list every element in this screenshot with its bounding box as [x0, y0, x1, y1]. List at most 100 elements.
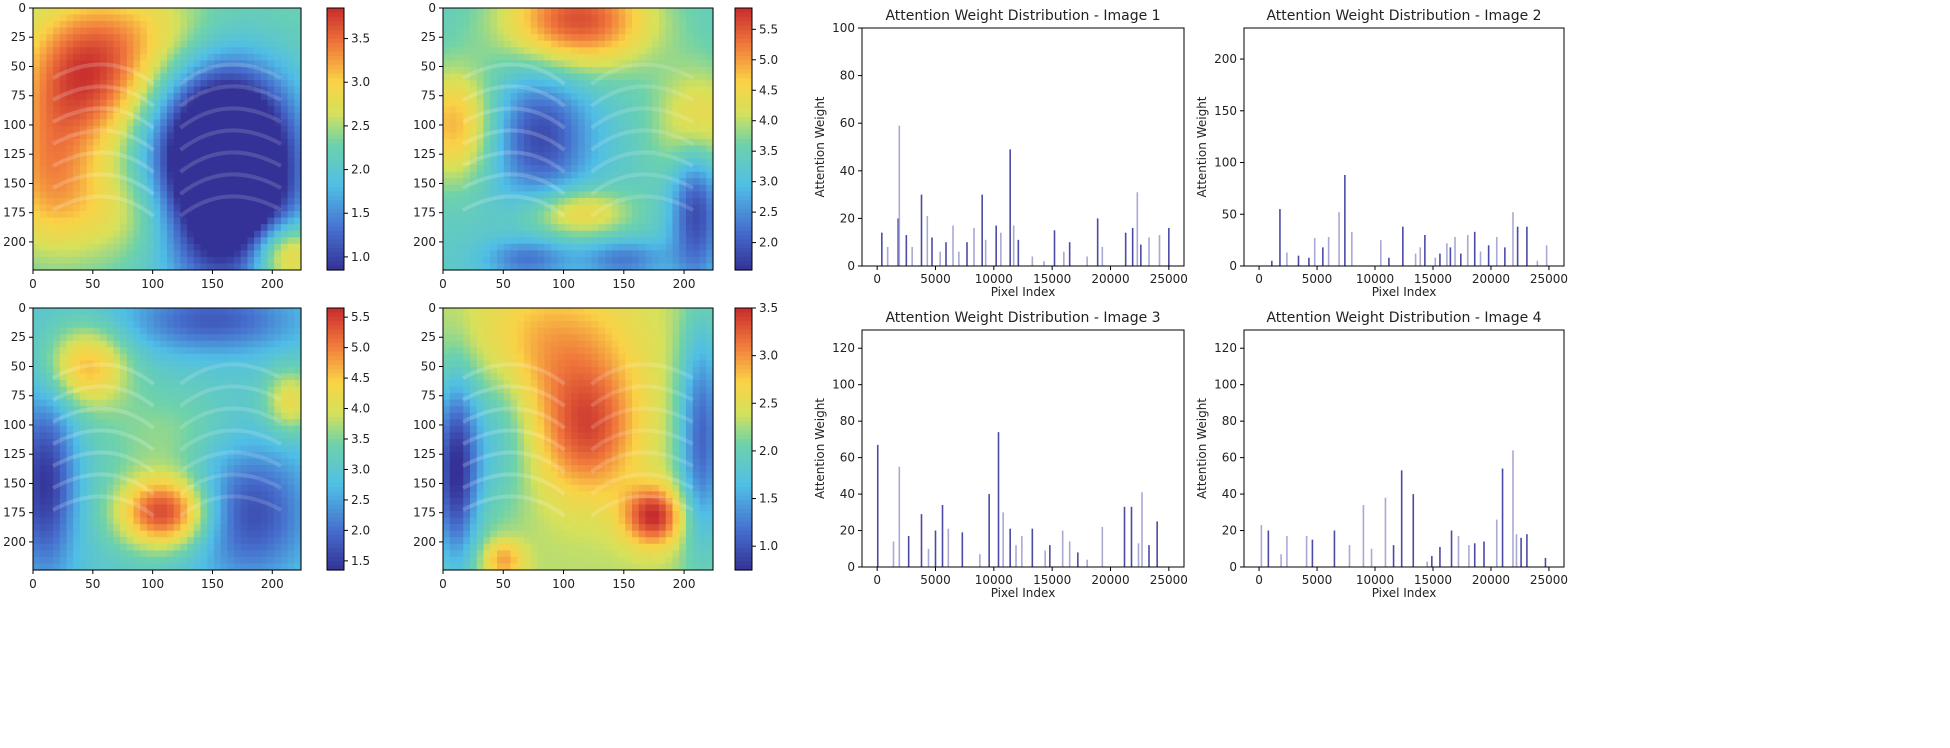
- heatmap-cell: [100, 178, 108, 186]
- heatmap-cell: [659, 237, 667, 245]
- heatmap-cell: [227, 386, 235, 394]
- heatmap-cell: [120, 125, 128, 134]
- heatmap-cell: [274, 27, 282, 35]
- heatmap-cell: [73, 465, 81, 473]
- heatmap-cell: [66, 471, 74, 479]
- heatmap-cell: [66, 34, 74, 42]
- heatmap-cell: [86, 263, 94, 271]
- heatmap-cell: [213, 21, 222, 29]
- heatmap-cell: [120, 106, 128, 114]
- heatmap-cell: [449, 80, 458, 88]
- heatmap-cell: [66, 211, 74, 219]
- heatmap-cell: [234, 366, 242, 375]
- heatmap-cell: [53, 119, 61, 127]
- heatmap-cell: [59, 393, 68, 401]
- heatmap-cell: [692, 34, 701, 42]
- heatmap-cell: [267, 158, 275, 166]
- heatmap-cell: [167, 399, 175, 407]
- heatmap-cell: [140, 80, 148, 88]
- heatmap-cell: [227, 230, 235, 238]
- heatmap-cell: [100, 478, 108, 486]
- heatmap-cell: [100, 432, 108, 440]
- heatmap-cell: [625, 224, 633, 232]
- heatmap-cell: [126, 139, 135, 147]
- heatmap-cell: [679, 125, 687, 134]
- heatmap-cell: [625, 34, 633, 42]
- heatmap-cell: [510, 184, 518, 192]
- heatmap-cell: [66, 145, 74, 153]
- heatmap-cell: [93, 8, 101, 16]
- heatmap-cell: [140, 347, 148, 355]
- heatmap-cell: [180, 399, 188, 407]
- heatmap-cell: [470, 204, 478, 212]
- heatmap-cell: [180, 497, 188, 506]
- heatmap-cell: [213, 171, 222, 179]
- heatmap-cell: [39, 86, 47, 94]
- heatmap-cell: [187, 321, 195, 329]
- heatmap-cell: [187, 399, 195, 407]
- heatmap-cell: [133, 47, 141, 55]
- heatmap-cell: [113, 537, 121, 545]
- colorbar-segment: [735, 252, 752, 258]
- heatmap-cell: [146, 452, 155, 460]
- heatmap-cell: [86, 321, 94, 329]
- heatmap-cell: [227, 132, 235, 140]
- heatmap-cell: [146, 119, 155, 127]
- heatmap-cell: [551, 139, 559, 147]
- heatmap-cell: [106, 366, 114, 375]
- heatmap-cell: [483, 8, 491, 16]
- heatmap-cell: [274, 263, 282, 271]
- heatmap-cell: [133, 80, 141, 88]
- heatmap-cell: [632, 99, 640, 107]
- heatmap-cell: [665, 211, 674, 219]
- heatmap-cell: [140, 380, 148, 388]
- heatmap-cell: [207, 243, 215, 251]
- heatmap-cell: [120, 452, 128, 460]
- heatmap-cell: [79, 452, 88, 460]
- heatmap-cell: [113, 93, 121, 101]
- heatmap-cell: [692, 165, 701, 173]
- heatmap-cell: [280, 132, 289, 140]
- heatmap-cell: [79, 8, 88, 16]
- heatmap-cell: [638, 27, 647, 35]
- heatmap-cell: [46, 550, 54, 558]
- heatmap-cell: [86, 237, 94, 245]
- heatmap-cell: [86, 99, 94, 107]
- heatmap-cell: [490, 256, 498, 265]
- heatmap-cell: [180, 80, 188, 88]
- heatmap-cell: [227, 491, 235, 499]
- heatmap-cell: [140, 93, 148, 101]
- heatmap-cell: [106, 321, 114, 329]
- heatmap-cell: [53, 80, 61, 88]
- heatmap-cell: [605, 191, 613, 199]
- heatmap-cell: [66, 204, 74, 212]
- heatmap-cell: [93, 458, 101, 466]
- heatmap-cell: [618, 14, 626, 22]
- heatmap-cell: [193, 308, 202, 316]
- heatmap-cell: [113, 106, 121, 114]
- heatmap-cell: [79, 158, 88, 166]
- heatmap-cell: [443, 27, 451, 35]
- heatmap-cell: [167, 47, 175, 55]
- heatmap-cell: [260, 327, 269, 335]
- heatmap-cell: [260, 139, 269, 147]
- heatmap-cell: [193, 465, 202, 473]
- heatmap-cell: [699, 112, 707, 120]
- heatmap-cell: [100, 99, 108, 107]
- heatmap-cell: [463, 230, 471, 238]
- heatmap-cell: [530, 178, 539, 186]
- heatmap-cell: [645, 139, 653, 147]
- heatmap-cell: [193, 243, 202, 251]
- heatmap-cell: [146, 360, 155, 368]
- heatmap-cell: [287, 230, 295, 238]
- heatmap-cell: [638, 21, 647, 29]
- heatmap-cell: [140, 184, 148, 192]
- heatmap-cell: [537, 93, 545, 101]
- heatmap-cell: [544, 263, 552, 271]
- x-tick-label: 200: [261, 277, 284, 291]
- heatmap-cell: [66, 380, 74, 388]
- heatmap-cell: [274, 34, 282, 42]
- heatmap-cell: [33, 530, 41, 538]
- heatmap-cell: [33, 125, 41, 134]
- heatmap-cell: [564, 106, 572, 114]
